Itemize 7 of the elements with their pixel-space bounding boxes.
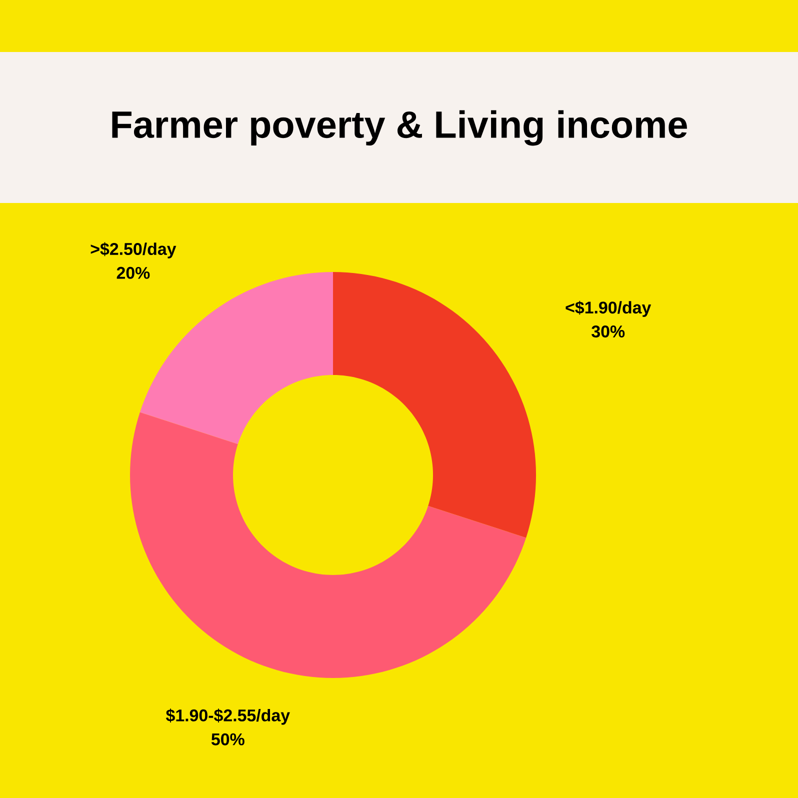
chart-title: Farmer poverty & Living income	[112, 110, 687, 146]
slice-label: <$1.90/day	[566, 300, 652, 317]
slice-label: $1.90-$2.55/day	[166, 708, 290, 725]
data-label: 30%	[592, 326, 625, 338]
slice-label: >$2.50/day	[90, 242, 176, 258]
data-label: 20%	[116, 266, 150, 279]
data-label: 50%	[211, 733, 244, 746]
